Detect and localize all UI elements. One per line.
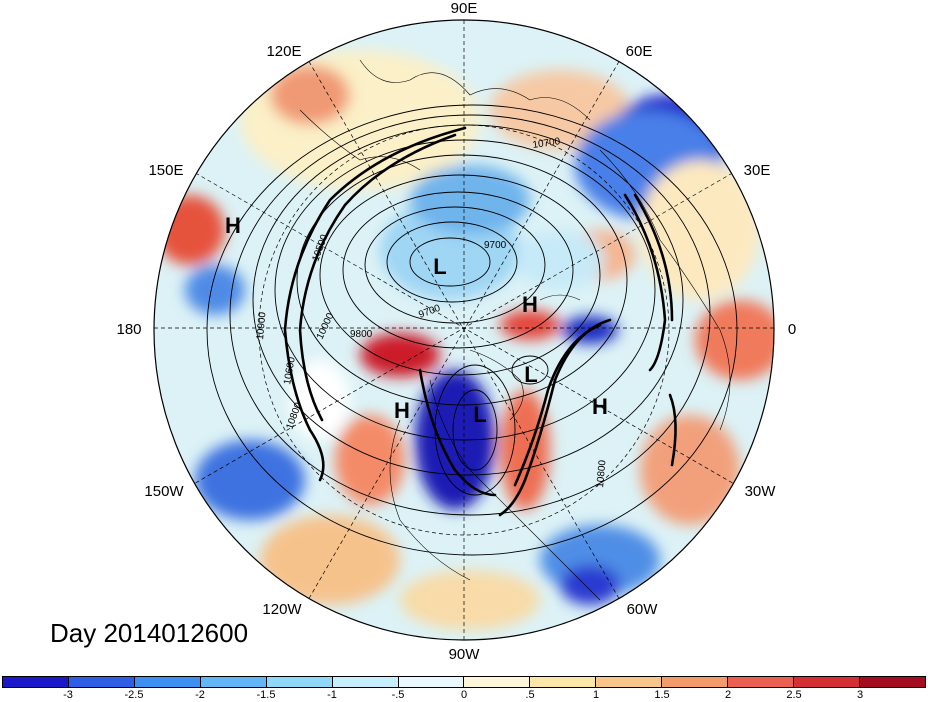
contour-label: 9800: [350, 329, 373, 340]
colorbar-tick-label: -1: [327, 689, 337, 701]
colorbar-tick-label: .5: [525, 689, 535, 701]
colorbar-swatch: [662, 677, 729, 687]
colorbar-swatch: [266, 677, 333, 687]
contour-label: 10900: [255, 311, 268, 340]
colorbar-swatch: [530, 677, 597, 687]
lon-label-60e: 60E: [626, 43, 653, 60]
colorbar-tick-label: 1: [592, 689, 600, 701]
colorbar-swatch: [68, 677, 135, 687]
contour-label: 10700: [532, 136, 562, 151]
low-pressure-marker: L: [473, 402, 486, 427]
lon-label-90w: 90W: [449, 646, 481, 663]
colorbar-swatch: [398, 677, 465, 687]
graticule: [154, 20, 774, 640]
colorbar-swatch: [859, 677, 925, 687]
map-boundary: [153, 19, 775, 641]
colorbar-swatch: [332, 677, 399, 687]
lon-label-150w: 150W: [144, 483, 184, 500]
colorbar-tick-label: -1.5: [256, 689, 276, 701]
colorbar-swatch: [728, 677, 795, 687]
lon-label-60w: 60W: [627, 601, 659, 618]
colorbar-swatch: [3, 677, 69, 687]
lon-label-120w: 120W: [262, 601, 302, 618]
colorbar-ticks: -3 -2.5 -2 -1.5 -1 -.5 0 .5 1 1.5 2 2.5 3: [2, 689, 926, 702]
coastlines: [299, 59, 731, 601]
lon-label-180: 180: [116, 321, 141, 338]
lon-label-150e: 150E: [148, 162, 183, 179]
colorbar-tick-label: -2.5: [124, 689, 144, 701]
anomaly-field: [154, 20, 774, 640]
lon-label-0: 0: [788, 321, 796, 338]
lon-label-30w: 30W: [745, 483, 777, 500]
high-pressure-marker: H: [522, 292, 538, 317]
colorbar-tick-label: -.5: [391, 689, 405, 701]
high-pressure-marker: H: [225, 213, 241, 238]
contour-label: 10600: [282, 356, 298, 386]
colorbar: [2, 676, 926, 688]
colorbar-tick-label: -3: [63, 689, 73, 701]
high-pressure-marker: H: [394, 398, 410, 423]
colorbar-tick-label: 0: [460, 689, 468, 701]
lon-label-120e: 120E: [266, 43, 301, 60]
contour-label: 10800: [595, 459, 608, 488]
high-pressure-marker: H: [592, 394, 608, 419]
jet-streak-contours: [283, 126, 677, 517]
lon-label-30e: 30E: [744, 162, 771, 179]
colorbar-tick-label: 2: [724, 689, 732, 701]
colorbar-swatch: [464, 677, 531, 687]
lon-label-90e: 90E: [451, 0, 478, 17]
colorbar-tick-label: 2.5: [786, 689, 802, 701]
colorbar-swatch: [596, 677, 663, 687]
colorbar-swatch: [134, 677, 201, 687]
low-pressure-marker: L: [524, 362, 537, 387]
low-pressure-marker: L: [433, 254, 446, 279]
colorbar-tick-label: -2: [195, 689, 205, 701]
date-title: Day 2014012600: [50, 618, 249, 648]
colorbar-swatch: [200, 677, 267, 687]
colorbar-tick-label: 3: [856, 689, 864, 701]
colorbar-tick-label: 1.5: [654, 689, 670, 701]
colorbar-swatch: [794, 677, 860, 687]
contour-label: 9700: [484, 240, 507, 251]
